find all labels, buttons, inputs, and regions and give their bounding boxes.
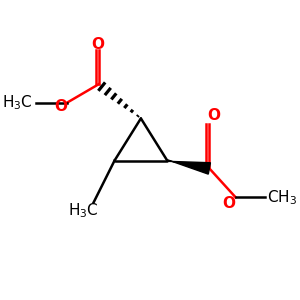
Text: O: O [223, 196, 236, 211]
Text: CH$_3$: CH$_3$ [267, 188, 297, 207]
Text: O: O [207, 108, 220, 123]
Text: H$_3$C: H$_3$C [2, 93, 33, 112]
Text: H$_3$C: H$_3$C [68, 201, 98, 220]
Text: O: O [54, 99, 67, 114]
Polygon shape [167, 160, 210, 174]
Text: O: O [91, 37, 104, 52]
